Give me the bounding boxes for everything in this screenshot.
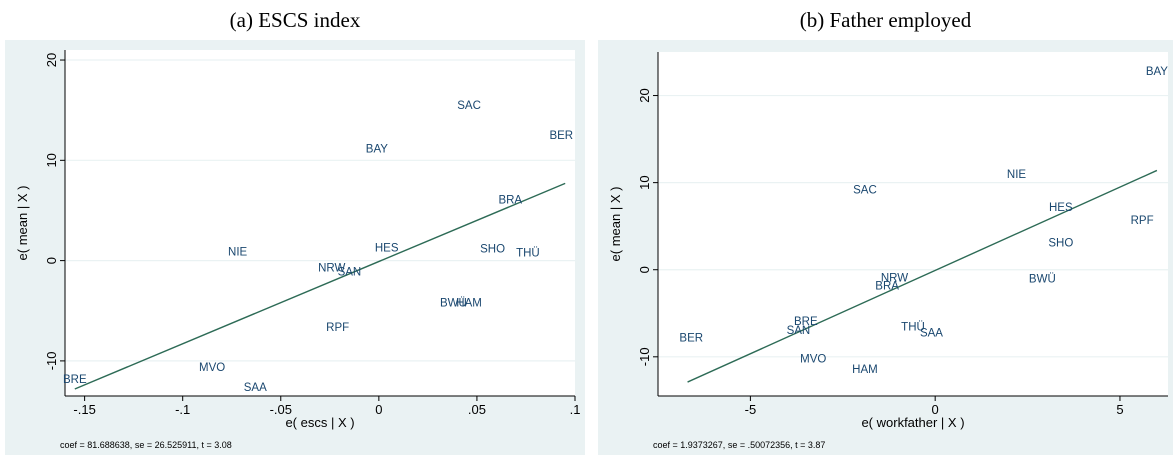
point-label-bra: BRA <box>498 194 522 206</box>
point-label-ham: HAM <box>456 298 482 310</box>
point-label-ham: HAM <box>852 364 878 376</box>
point-label-bay: BAY <box>366 143 388 155</box>
regression-note: coef = 1.9373267, se = .50072356, t = 3.… <box>653 440 825 450</box>
panel-a: -10 0 10 20 -.15 -.1 -.05 0 .05 .1 e( escs | X ) e(… <box>5 40 585 455</box>
x-tick-label: .05 <box>468 402 486 417</box>
point-label-hes: HES <box>1049 202 1073 214</box>
y-axis-label: e( mean | X ) <box>15 186 30 261</box>
point-label-bwü: BWÜ <box>440 298 467 310</box>
fit-line <box>74 182 566 390</box>
point-label-sho: SHO <box>480 244 505 256</box>
x-tick-label: 5 <box>1116 402 1123 417</box>
x-tick-label: .1 <box>570 402 581 417</box>
panel-b: -10 0 10 20 -5 0 5 e( workfather | X ) e( mean |… <box>598 40 1173 455</box>
point-label-ber: BER <box>549 130 573 142</box>
point-label-nie: NIE <box>228 247 248 259</box>
x-axis-label: e( workfather | X ) <box>861 415 964 430</box>
point-label-bre: BRE <box>794 316 818 328</box>
y-tick-label: -10 <box>44 352 59 371</box>
point-label-nie: NIE <box>1007 169 1027 181</box>
y-tick-label: 10 <box>44 153 59 167</box>
point-label-ber: BER <box>679 333 703 345</box>
point-label-mvo: MVO <box>800 354 826 366</box>
y-tick-label: 0 <box>44 257 59 264</box>
fit-line <box>687 169 1158 383</box>
x-tick-label: 0 <box>932 402 939 417</box>
point-label-rpf: RPF <box>1131 215 1154 227</box>
x-tick-label: 0 <box>375 402 382 417</box>
point-label-san: SAN <box>787 325 811 337</box>
point-label-rpf: RPF <box>326 322 349 334</box>
x-axis-label: e( escs | X ) <box>285 415 354 430</box>
point-label-sac: SAC <box>457 100 481 112</box>
panel-b-title: (b) Father employed <box>799 8 972 32</box>
point-label-sho: SHO <box>1048 238 1073 250</box>
point-label-bwü: BWÜ <box>1029 273 1056 285</box>
point-label-bre: BRE <box>63 374 87 386</box>
point-label-sac: SAC <box>853 185 877 197</box>
x-tick-label: -.15 <box>73 402 95 417</box>
plot-area <box>65 50 575 396</box>
point-label-hes: HES <box>375 243 399 255</box>
point-label-bay: BAY <box>1146 66 1168 78</box>
regression-note: coef = 81.688638, se = 26.525911, t = 3.… <box>60 440 232 450</box>
y-tick-label: -10 <box>637 347 652 366</box>
panel-a-title: (a) ESCS index <box>229 8 361 32</box>
x-tick-label: -5 <box>745 402 757 417</box>
point-label-san: SAN <box>338 267 362 279</box>
point-label-bra: BRA <box>875 280 899 292</box>
point-label-saa: SAA <box>244 382 267 394</box>
point-label-nrw: NRW <box>881 273 908 285</box>
y-tick-label: 20 <box>637 88 652 102</box>
point-label-thü: THÜ <box>516 248 540 260</box>
y-tick-label: 0 <box>637 266 652 273</box>
point-label-nrw: NRW <box>318 263 345 275</box>
y-axis-label: e( mean | X ) <box>608 187 623 262</box>
point-label-thü: THÜ <box>901 321 925 333</box>
plot-area <box>658 52 1168 396</box>
point-label-mvo: MVO <box>199 362 225 374</box>
x-tick-label: -.05 <box>270 402 292 417</box>
point-label-saa: SAA <box>920 327 943 339</box>
y-tick-label: 20 <box>44 53 59 67</box>
y-tick-label: 10 <box>637 175 652 189</box>
x-tick-label: -.1 <box>175 402 190 417</box>
